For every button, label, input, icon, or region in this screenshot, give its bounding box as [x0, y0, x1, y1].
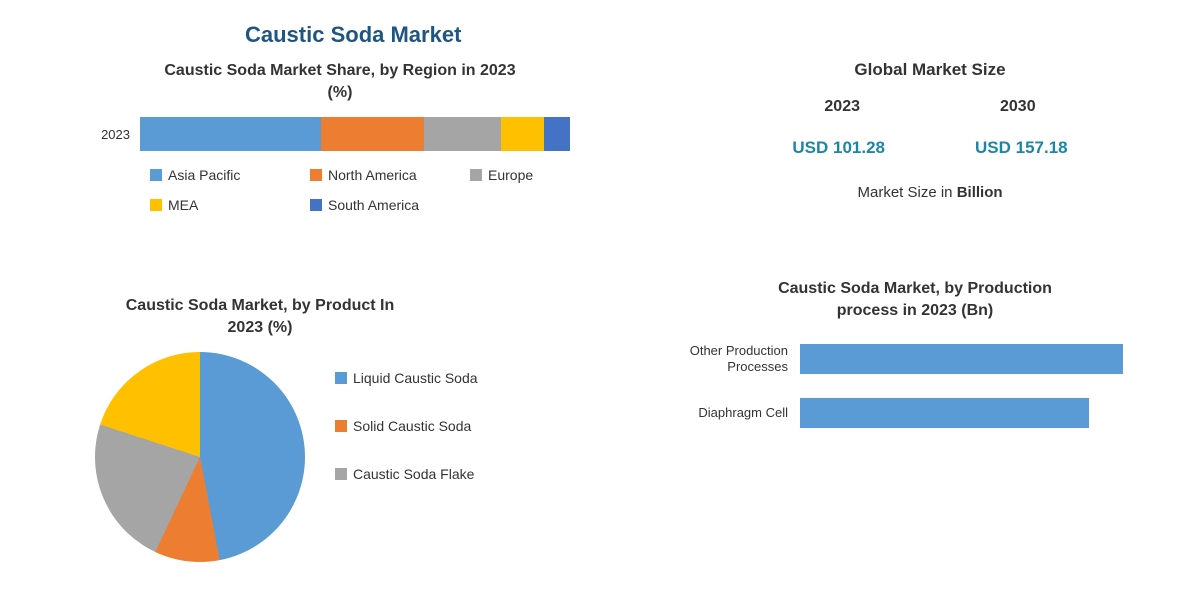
gms-note-bold: Billion	[957, 184, 1003, 201]
legend-swatch	[150, 199, 162, 211]
production-bar-chart: Caustic Soda Market, by Production proce…	[680, 278, 1150, 428]
legend-swatch	[150, 169, 162, 181]
gms-year1: 2023	[824, 98, 860, 116]
legend-swatch	[335, 420, 347, 432]
legend-label: Liquid Caustic Soda	[353, 370, 478, 386]
legend-swatch	[310, 199, 322, 211]
page-title: Caustic Soda Market	[245, 22, 461, 48]
hbar-container: Other Production Processes Diaphragm Cell	[680, 343, 1150, 428]
gms-years-row: 2023 2030	[720, 98, 1140, 116]
legend-label: Solid Caustic Soda	[353, 418, 471, 434]
gms-note: Market Size in Billion	[720, 184, 1140, 201]
hbar	[800, 398, 1089, 428]
gms-value2: USD 157.18	[975, 138, 1068, 158]
stacked-segment	[140, 117, 321, 151]
stacked-segment	[321, 117, 424, 151]
region-share-chart: Caustic Soda Market Share, by Region in …	[90, 60, 590, 213]
stacked-bar-ylabel: 2023	[90, 127, 140, 142]
legend-item: Asia Pacific	[150, 167, 300, 183]
hbar-row: Diaphragm Cell	[680, 398, 1150, 428]
stacked-segment	[501, 117, 544, 151]
hbar	[800, 344, 1123, 374]
legend-label: Caustic Soda Flake	[353, 466, 474, 482]
region-title-line1: Caustic Soda Market Share, by Region in …	[164, 62, 515, 79]
legend-item: Europe	[470, 167, 620, 183]
legend-label: South America	[328, 197, 419, 213]
legend-item: Caustic Soda Flake	[335, 466, 478, 482]
legend-item: South America	[310, 197, 460, 213]
product-title-line2: 2023 (%)	[228, 319, 293, 336]
legend-item: MEA	[150, 197, 300, 213]
stacked-bar-row: 2023	[90, 117, 590, 151]
legend-label: Europe	[488, 167, 533, 183]
global-market-size-panel: Global Market Size 2023 2030 USD 101.28 …	[720, 60, 1140, 201]
region-chart-title: Caustic Soda Market Share, by Region in …	[90, 60, 590, 103]
pie-row: Liquid Caustic Soda Solid Caustic Soda Cau…	[95, 352, 575, 562]
legend-label: Asia Pacific	[168, 167, 240, 183]
product-pie-chart: Caustic Soda Market, by Product In 2023 …	[95, 295, 575, 562]
product-legend: Liquid Caustic Soda Solid Caustic Soda Cau…	[335, 370, 478, 562]
legend-label: MEA	[168, 197, 198, 213]
legend-item: Liquid Caustic Soda	[335, 370, 478, 386]
legend-item: Solid Caustic Soda	[335, 418, 478, 434]
legend-label: North America	[328, 167, 417, 183]
production-title-line2: process in 2023 (Bn)	[837, 302, 994, 319]
legend-swatch	[470, 169, 482, 181]
production-chart-title: Caustic Soda Market, by Production proce…	[680, 278, 1150, 321]
stacked-segment	[544, 117, 570, 151]
hbar-label: Other Production Processes	[680, 343, 800, 376]
gms-title: Global Market Size	[720, 60, 1140, 80]
legend-swatch	[335, 468, 347, 480]
region-title-line2: (%)	[328, 84, 353, 101]
product-chart-title: Caustic Soda Market, by Product In 2023 …	[95, 295, 425, 338]
gms-values-row: USD 101.28 USD 157.18	[720, 138, 1140, 158]
stacked-segment	[424, 117, 501, 151]
legend-swatch	[335, 372, 347, 384]
hbar-row: Other Production Processes	[680, 343, 1150, 376]
hbar-track	[800, 398, 1140, 428]
gms-value1: USD 101.28	[792, 138, 885, 158]
legend-swatch	[310, 169, 322, 181]
legend-item: North America	[310, 167, 460, 183]
hbar-label: Diaphragm Cell	[680, 405, 800, 421]
pie	[95, 352, 305, 562]
stacked-bar	[140, 117, 570, 151]
region-legend: Asia Pacific North America Europe MEA South …	[150, 167, 590, 213]
gms-note-prefix: Market Size in	[857, 184, 956, 201]
gms-year2: 2030	[1000, 98, 1036, 116]
production-title-line1: Caustic Soda Market, by Production	[778, 280, 1052, 297]
product-title-line1: Caustic Soda Market, by Product In	[126, 297, 395, 314]
hbar-track	[800, 344, 1140, 374]
